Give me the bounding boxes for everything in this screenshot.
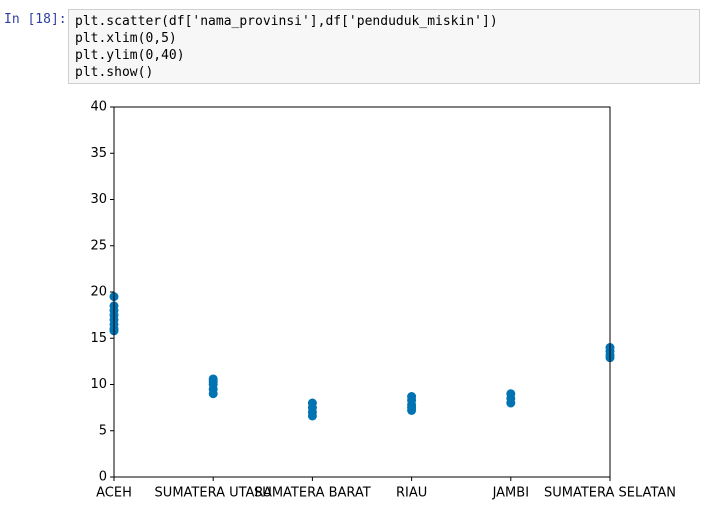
- y-tick-label: 0: [99, 470, 107, 485]
- point: [407, 405, 417, 415]
- x-tick-label: JAMBI: [492, 486, 529, 501]
- code-line: plt.show(): [75, 65, 154, 80]
- point: [506, 398, 516, 408]
- x-tick-label: SUMATERA SELATAN: [544, 486, 676, 501]
- x-tick-label: SUMATERA UTARA: [155, 486, 272, 501]
- y-tick-label: 30: [90, 192, 107, 207]
- y-tick-label: 40: [90, 100, 107, 115]
- plot-frame: [113, 106, 611, 478]
- x-tick-label: RIAU: [396, 486, 427, 501]
- code-cell[interactable]: plt.scatter(df['nama_provinsi'],df['pend…: [68, 9, 700, 84]
- code-line: plt.xlim(0,5): [75, 31, 177, 46]
- point: [208, 389, 218, 399]
- cell-prompt: In [18]:: [4, 12, 67, 27]
- y-tick-label: 25: [90, 238, 107, 253]
- code-line: plt.ylim(0,40): [75, 48, 185, 63]
- y-tick-label: 15: [90, 331, 107, 346]
- y-tick-label: 10: [90, 377, 107, 392]
- y-tick-label: 35: [90, 146, 107, 161]
- code-line: plt.scatter(df['nama_provinsi'],df['pend…: [75, 14, 498, 29]
- y-tick-label: 20: [90, 285, 107, 300]
- x-tick-label: SUMATERA BARAT: [254, 486, 371, 501]
- point: [307, 411, 317, 421]
- x-tick-label: ACEH: [96, 486, 132, 501]
- y-tick-label: 5: [99, 423, 107, 438]
